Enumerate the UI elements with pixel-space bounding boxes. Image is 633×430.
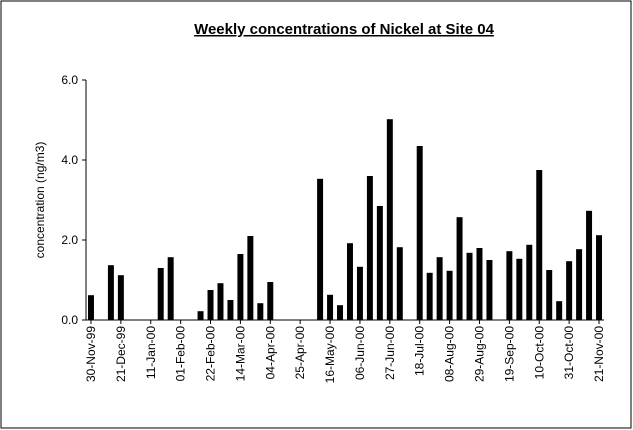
bar [386, 119, 393, 320]
x-tick-label: 06-Jun-00 [353, 326, 367, 380]
bar [526, 244, 533, 320]
x-tick-label: 27-Jun-00 [383, 326, 397, 380]
x-tick-label: 16-May-00 [323, 326, 337, 384]
bar [337, 305, 344, 320]
bar [536, 170, 543, 320]
bar [376, 206, 383, 320]
bar [167, 257, 174, 320]
bar [426, 272, 433, 320]
bar [416, 146, 423, 320]
x-tick-label: 21-Dec-99 [114, 326, 128, 382]
x-tick-label: 10-Oct-00 [532, 326, 546, 380]
y-tick-label: 2.0 [61, 233, 78, 247]
bar [117, 275, 124, 320]
bar [516, 258, 523, 320]
bar [327, 294, 334, 320]
bar [257, 303, 264, 320]
y-axis-label: concentration (ng/m3) [33, 142, 47, 259]
bar [366, 176, 373, 320]
bar [476, 248, 483, 320]
bar [576, 249, 583, 320]
bar [267, 282, 274, 320]
bar [436, 257, 443, 320]
x-tick-label: 31-Oct-00 [562, 326, 576, 380]
bar [586, 210, 593, 320]
y-tick-label: 6.0 [61, 73, 78, 87]
bar [396, 247, 403, 320]
bar [237, 254, 244, 320]
x-tick-label: 21-Nov-00 [592, 326, 606, 382]
bar [506, 251, 513, 320]
x-tick-label: 08-Aug-00 [443, 326, 457, 382]
bar [107, 265, 114, 320]
x-tick-label: 19-Sep-00 [502, 326, 516, 382]
bar [227, 300, 234, 320]
bar [247, 236, 254, 320]
bar [596, 235, 603, 320]
bar [566, 261, 573, 320]
y-tick-label: 4.0 [61, 153, 78, 167]
bar [546, 270, 553, 320]
bar [157, 268, 164, 320]
bar [207, 290, 214, 320]
x-tick-label: 11-Jan-00 [144, 326, 158, 379]
bar [356, 266, 363, 320]
x-tick-label: 22-Feb-00 [204, 326, 218, 382]
x-tick-label: 25-Apr-00 [293, 326, 307, 380]
bar [346, 243, 353, 320]
bar [87, 295, 94, 320]
x-tick-label: 04-Apr-00 [263, 326, 277, 380]
x-tick-label: 18-Jul-00 [413, 326, 427, 376]
bar [446, 270, 453, 320]
chart-title: Weekly concentrations of Nickel at Site … [194, 21, 494, 38]
y-tick-label: 0.0 [61, 313, 78, 327]
x-tick-label: 30-Nov-99 [84, 326, 98, 382]
bar [456, 217, 463, 320]
bar [556, 301, 563, 320]
bar [466, 252, 473, 320]
bar [486, 260, 493, 320]
bar [217, 283, 224, 320]
x-tick-label: 14-Mar-00 [233, 326, 247, 382]
x-tick-label: 29-Aug-00 [472, 326, 486, 382]
bar [197, 311, 204, 320]
bar [317, 178, 324, 320]
x-tick-label: 01-Feb-00 [174, 326, 188, 382]
